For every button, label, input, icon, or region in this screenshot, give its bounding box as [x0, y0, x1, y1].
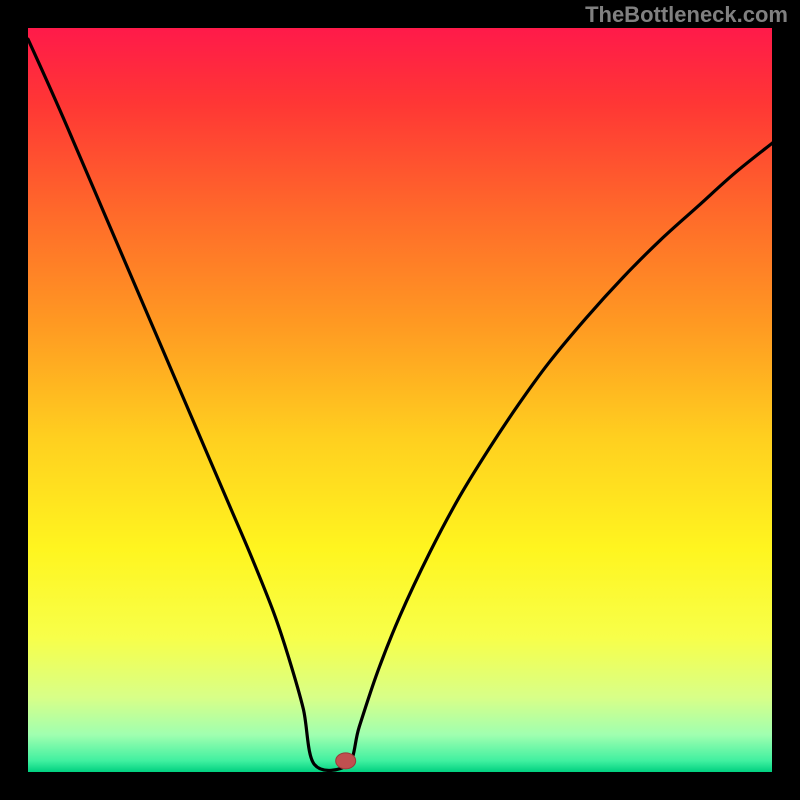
watermark-text: TheBottleneck.com	[585, 2, 788, 28]
chart-frame: TheBottleneck.com	[0, 0, 800, 800]
plot-area	[28, 28, 772, 772]
gradient-background	[28, 28, 772, 772]
